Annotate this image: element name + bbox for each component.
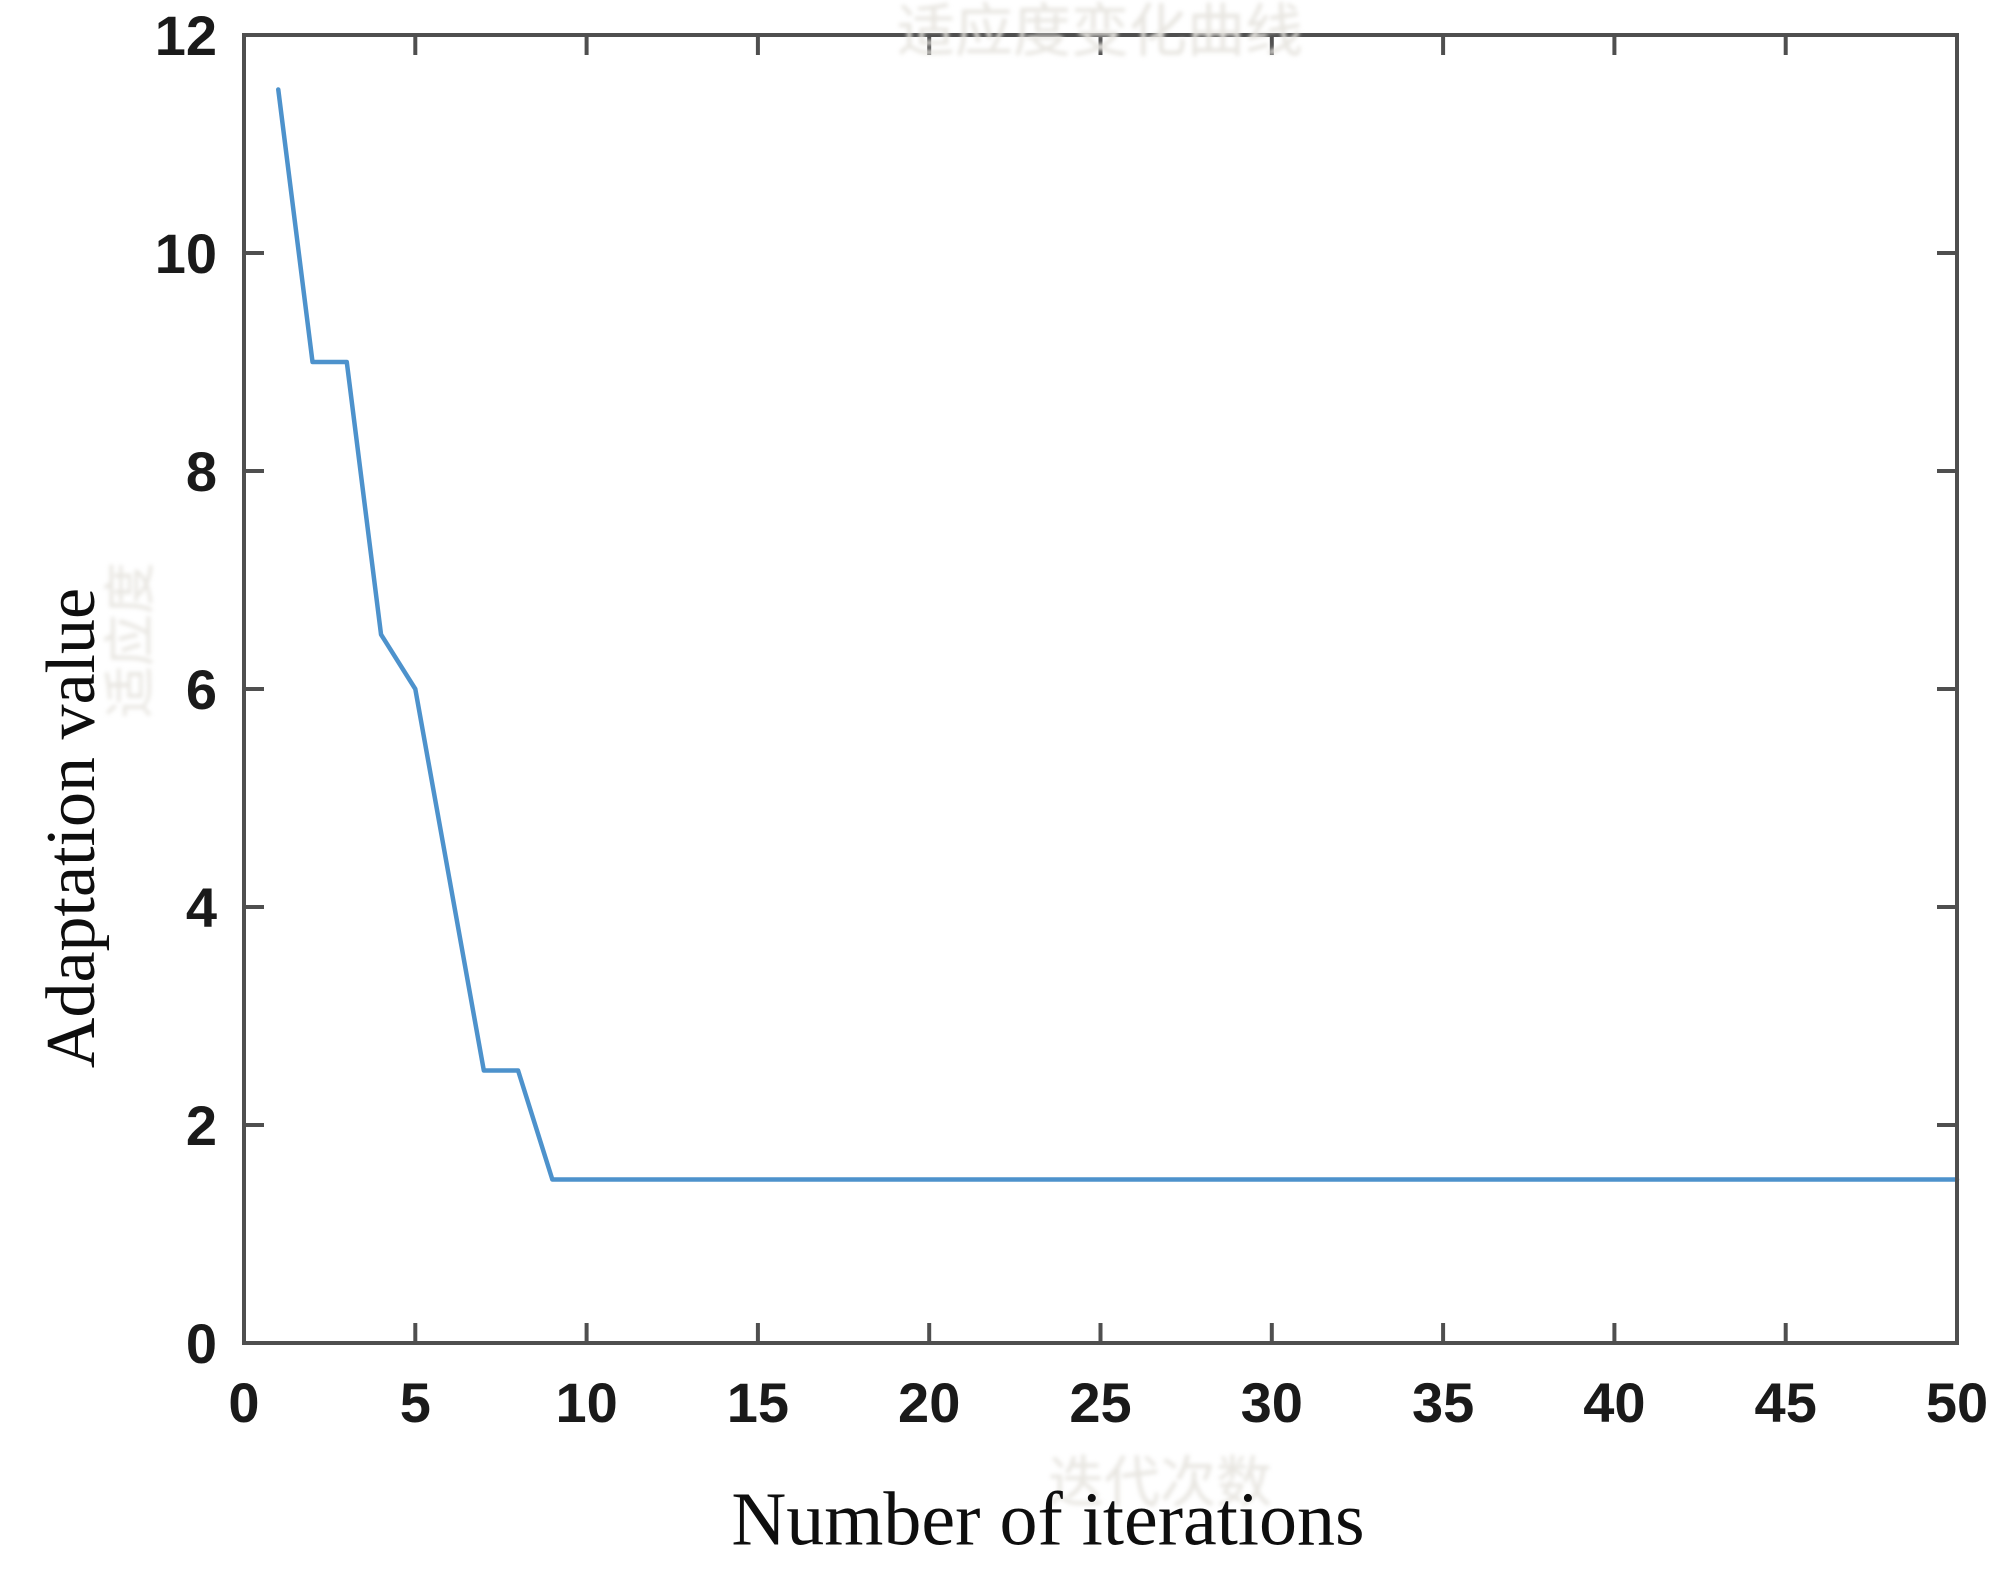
x-tick-label: 10 (555, 1371, 617, 1434)
x-axis-title: Number of iterations (731, 1477, 1365, 1562)
x-tick-label: 0 (228, 1371, 259, 1434)
y-tick-label: 4 (186, 876, 217, 939)
y-tick-label: 6 (186, 658, 217, 721)
y-tick-label: 10 (155, 222, 217, 285)
x-tick-label: 45 (1755, 1371, 1817, 1434)
y-axis-title: Adaptation value (33, 587, 110, 1069)
x-tick-label: 5 (400, 1371, 431, 1434)
x-tick-label: 40 (1583, 1371, 1645, 1434)
y-tick-label: 8 (186, 440, 217, 503)
watermark-top-text: 适应度变化曲线 (896, 0, 1304, 65)
watermark-bottom-text: 迭代次数 (1048, 1451, 1272, 1516)
x-tick-label: 30 (1241, 1371, 1303, 1434)
x-tick-label: 15 (727, 1371, 789, 1434)
data-line-adaptation-value (276, 87, 1960, 1182)
y-tick-label: 0 (186, 1312, 217, 1375)
x-tick-label: 35 (1412, 1371, 1474, 1434)
x-tick-label: 50 (1926, 1371, 1988, 1434)
y-tick-label: 12 (155, 4, 217, 67)
x-tick-label: 20 (898, 1371, 960, 1434)
plot-box (242, 33, 1959, 1345)
y-tick-label: 2 (186, 1094, 217, 1157)
x-tick-label: 25 (1069, 1371, 1131, 1434)
